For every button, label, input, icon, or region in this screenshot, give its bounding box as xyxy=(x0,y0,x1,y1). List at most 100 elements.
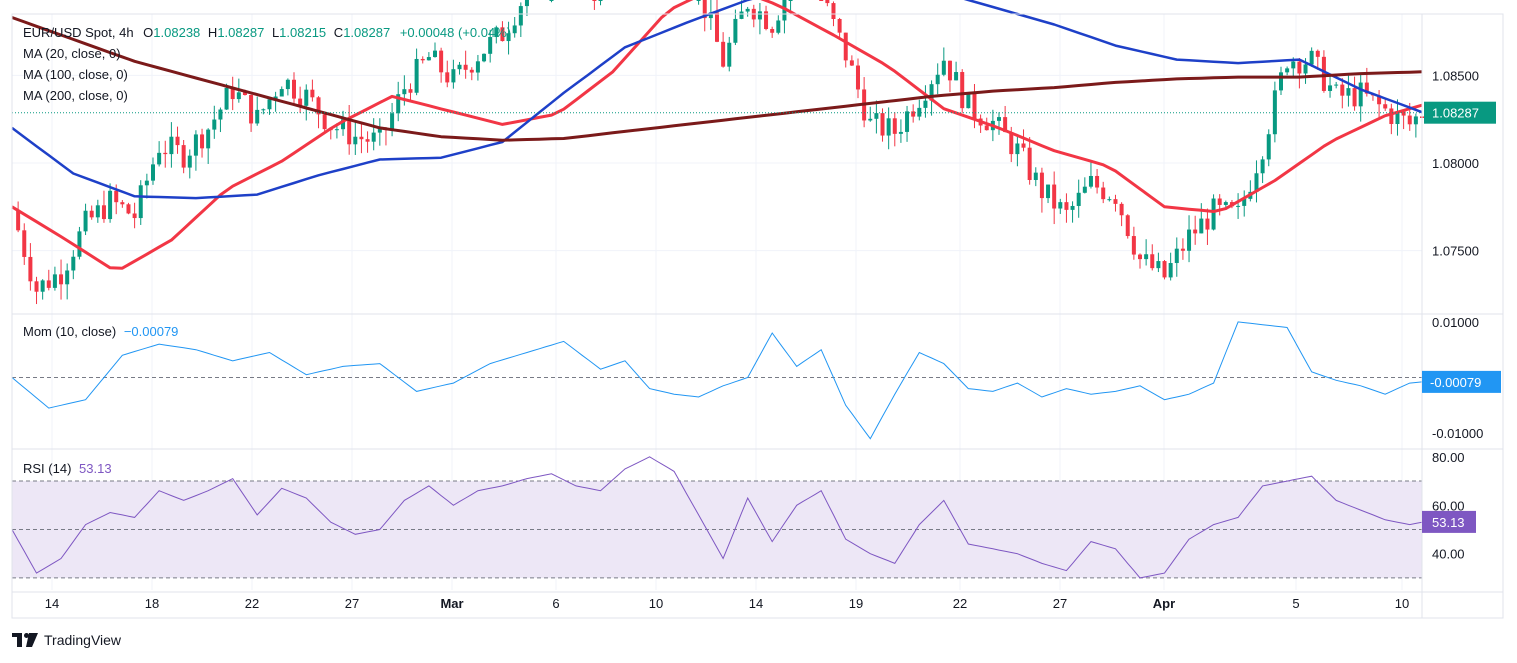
candle-body xyxy=(255,109,260,124)
candle-body xyxy=(279,89,284,97)
candle-body xyxy=(1303,64,1308,74)
candle-body xyxy=(1242,198,1247,206)
time-tick-label: 22 xyxy=(245,596,259,611)
ma100-line xyxy=(11,0,1423,200)
candle-body xyxy=(1364,82,1369,94)
candle-body xyxy=(1082,186,1087,193)
candle-body xyxy=(1321,56,1326,91)
ma-lines xyxy=(11,0,1423,270)
candle-body xyxy=(1095,175,1100,188)
candle-body xyxy=(782,0,787,21)
time-tick-label: 22 xyxy=(953,596,967,611)
candle-body xyxy=(598,0,603,1)
candle-body xyxy=(249,95,254,124)
candle-body xyxy=(187,155,192,168)
time-tick-label: Mar xyxy=(440,596,463,611)
candle-body xyxy=(1205,218,1210,230)
candle-body xyxy=(500,27,505,42)
candle-body xyxy=(261,109,266,111)
candle-body xyxy=(1088,175,1093,187)
candle-body xyxy=(445,72,450,83)
candle-body xyxy=(359,136,364,140)
candle-body xyxy=(267,99,272,110)
candle-body xyxy=(230,87,235,100)
candle-body xyxy=(28,256,33,282)
candle-body xyxy=(371,132,376,142)
candle-body xyxy=(40,280,45,292)
candle-body xyxy=(420,58,425,61)
candle-body xyxy=(966,92,971,109)
candle-body xyxy=(200,134,205,149)
candle-body xyxy=(292,79,296,99)
candle-body xyxy=(1285,68,1290,73)
time-tick-label: 10 xyxy=(649,596,663,611)
candle-body xyxy=(439,50,444,73)
candle-body xyxy=(163,152,168,155)
candle-body xyxy=(224,87,229,110)
candle-body xyxy=(298,98,303,106)
candle-body xyxy=(1039,172,1044,199)
candle-body xyxy=(1119,203,1124,216)
candle-body xyxy=(874,113,879,119)
candle-body xyxy=(1131,236,1136,255)
candle-body xyxy=(402,89,407,95)
open-value: 1.08238 xyxy=(153,25,201,40)
candle-body xyxy=(856,65,860,90)
candle-body xyxy=(849,60,854,66)
candle-body xyxy=(304,89,309,106)
mom-tick-label: -0.01000 xyxy=(1432,426,1483,441)
mom-line xyxy=(11,321,1423,440)
candle-body xyxy=(414,58,419,93)
candle-body xyxy=(1315,50,1320,57)
chart-frame xyxy=(11,13,1504,619)
candle-body xyxy=(1125,215,1130,237)
low-value: 1.08215 xyxy=(279,25,327,40)
candle-body xyxy=(1199,218,1204,234)
candle-body xyxy=(1340,84,1345,96)
mom-value: −0.00079 xyxy=(123,324,179,339)
candle-body xyxy=(95,205,100,218)
candle-body xyxy=(745,8,750,12)
candle-body xyxy=(1150,254,1155,269)
tradingview-brand[interactable]: TradingView xyxy=(12,632,121,648)
candle-body xyxy=(788,0,793,1)
candle-body xyxy=(334,129,339,131)
candle-body xyxy=(475,61,480,73)
brand-label: TradingView xyxy=(44,632,122,648)
candle-body xyxy=(59,274,64,285)
rsi-tick-label: 40.00 xyxy=(1432,547,1465,562)
legend-ma100[interactable]: MA (100, close, 0) xyxy=(23,67,128,82)
candle-body xyxy=(868,118,873,121)
candle-body xyxy=(322,114,327,130)
candle-body xyxy=(1052,184,1057,209)
candle-body xyxy=(1291,61,1296,69)
candle-body xyxy=(1027,147,1032,180)
candle-body xyxy=(898,131,903,134)
candle-body xyxy=(1058,202,1063,209)
candle-body xyxy=(837,18,842,33)
candle-body xyxy=(114,190,119,203)
rsi-value: 53.13 xyxy=(79,461,112,476)
time-tick-label: 5 xyxy=(1292,596,1299,611)
candle-body xyxy=(708,12,713,19)
rsi-line xyxy=(11,456,1423,579)
legend-ma20[interactable]: MA (20, close, 0) xyxy=(23,46,121,61)
candle-body xyxy=(65,270,70,285)
candle-body xyxy=(16,210,21,231)
candle-body xyxy=(132,213,137,219)
candle-body xyxy=(1144,254,1149,260)
candle-body xyxy=(1003,117,1008,133)
candle-body xyxy=(1272,90,1277,135)
mom-legend[interactable]: Mom (10, close) −0.00079 xyxy=(23,324,178,339)
candle-body xyxy=(886,118,891,136)
candle-body xyxy=(715,12,719,42)
rsi-legend[interactable]: RSI (14) 53.13 xyxy=(23,461,112,476)
rsi-value-tag-label: 53.13 xyxy=(1432,515,1465,530)
time-tick-label: 6 xyxy=(552,596,559,611)
candle-body xyxy=(880,113,885,136)
rsi-label: RSI (14) xyxy=(23,461,72,476)
legend-ma200[interactable]: MA (200, close, 0) xyxy=(23,88,128,103)
ma200-line xyxy=(11,16,1423,142)
candle-body xyxy=(169,136,174,155)
candle-body xyxy=(984,125,989,131)
